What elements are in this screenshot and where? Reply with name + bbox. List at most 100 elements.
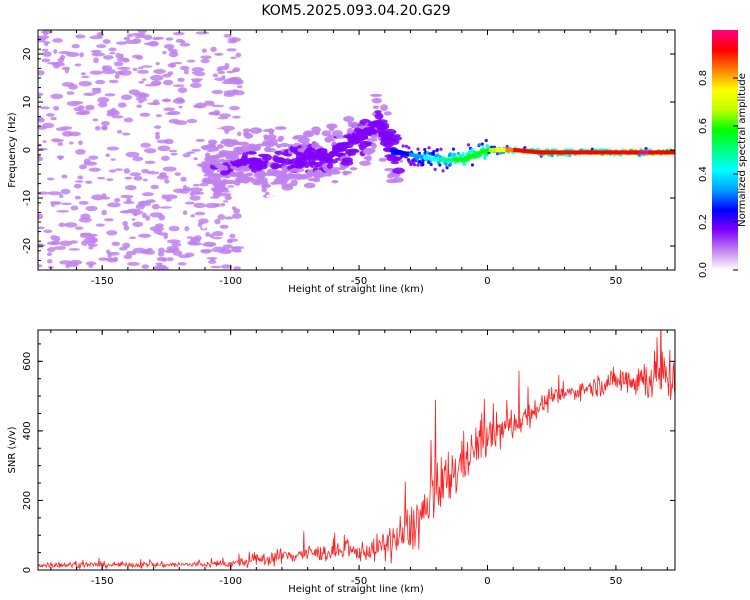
spectrogram-cell xyxy=(189,195,201,201)
spectrogram-cell xyxy=(132,156,144,162)
spectrogram-ridge-cell xyxy=(473,153,476,158)
spectrogram-cell xyxy=(590,147,594,151)
spectrogram-cell xyxy=(47,247,56,253)
spectrogram-cell xyxy=(267,134,277,140)
spectrogram-ridge-cell xyxy=(477,151,480,156)
spectrogram-cell xyxy=(150,184,159,190)
spectrogram-ridge-cell xyxy=(540,150,543,155)
spectrogram-ridge-cell xyxy=(601,150,604,155)
spectrogram-cell xyxy=(114,168,124,171)
spectrogram-cell xyxy=(374,112,384,120)
snr-ytick-label: 0 xyxy=(22,567,33,573)
spectrogram-cell xyxy=(162,73,172,78)
spectrogram-cell xyxy=(80,72,86,76)
spectrogram-cell xyxy=(114,197,121,203)
spectrogram-cell xyxy=(120,94,133,101)
spectrogram-cell xyxy=(132,247,147,254)
spectrogram-cell xyxy=(59,260,73,265)
spectrogram-cell xyxy=(122,201,135,205)
spectrogram-ridge-cell xyxy=(409,152,412,157)
spectrogram-ridge-cell xyxy=(599,150,602,155)
spectrogram-ridge-cell xyxy=(478,151,481,156)
spectrogram-cell xyxy=(190,82,202,88)
spectrogram-ridge-cell xyxy=(612,150,615,155)
spectrogram-ridge-cell xyxy=(568,150,571,155)
spectrogram-cell xyxy=(117,102,127,108)
spectrogram-cell xyxy=(134,92,147,99)
spectrogram-cell xyxy=(38,226,45,230)
spectrogram-ridge-cell xyxy=(432,156,435,161)
spectrogram-cell xyxy=(124,185,137,191)
spectrogram-cell xyxy=(205,202,219,209)
spectrogram-ridge-cell xyxy=(546,150,549,155)
spectrogram-ridge-cell xyxy=(445,157,448,162)
spectrogram-cell xyxy=(38,213,44,220)
spectrogram-cell xyxy=(108,79,119,84)
spectrogram-cell xyxy=(148,40,159,47)
spectrogram-cell xyxy=(127,261,140,266)
spectrogram-cell xyxy=(127,125,136,132)
spectrogram-cell xyxy=(162,79,174,86)
spectrogram-cell xyxy=(212,230,224,237)
spectrogram-cell xyxy=(53,49,58,54)
spectrogram-cell xyxy=(137,69,149,74)
spectrogram-cell xyxy=(135,203,145,210)
spectrogram-ridge-cell xyxy=(615,150,618,155)
spectrogram-ridge-cell xyxy=(635,150,638,155)
spectrogram-ridge-cell xyxy=(461,157,464,162)
spectrogram-cell xyxy=(102,55,114,60)
spectrogram-ridge-cell xyxy=(613,150,616,155)
spectrogram-cell xyxy=(311,126,321,134)
spectrogram-ridge-cell xyxy=(402,151,405,155)
spectrogram-cell xyxy=(212,246,226,253)
spectrogram-cell xyxy=(123,36,131,41)
spectrogram-ridge-cell xyxy=(443,157,446,162)
spectrogram-cell xyxy=(370,142,377,150)
spectrogram-ridge-cell xyxy=(393,148,396,153)
spectrogram-cell xyxy=(126,208,141,212)
spectrogram-cell xyxy=(163,43,175,49)
spectrogram-cell xyxy=(407,146,411,150)
spectrogram-cell xyxy=(107,202,121,208)
colorbar-label: Normalized spectral amplitude xyxy=(737,73,748,227)
spectrogram-ridge-cell xyxy=(605,150,608,155)
spectrogram-cell xyxy=(201,223,207,229)
spectrogram-ridge-cell xyxy=(654,150,657,155)
spectrogram-cell xyxy=(132,32,146,36)
spectrogram-cell xyxy=(237,131,242,137)
spectrogram-cell xyxy=(97,101,108,108)
spectrogram-cell xyxy=(198,218,209,224)
spectrogram-cell xyxy=(173,61,183,65)
spectrogram-cell xyxy=(137,30,147,34)
spectrogram-cell xyxy=(78,200,89,205)
spectrogram-cell xyxy=(217,70,226,75)
spectrogram-cell xyxy=(374,110,382,114)
spectrogram-cell xyxy=(135,97,148,102)
spectrogram-ridge-cell xyxy=(451,157,454,162)
spectrogram-cell xyxy=(194,211,206,216)
spectrogram-xtick-label: -150 xyxy=(91,276,114,287)
spectrogram-ridge-cell xyxy=(502,148,505,152)
spectrogram-cell xyxy=(154,125,162,129)
spectrogram-cell xyxy=(644,146,648,151)
spectrogram-ridge-cell xyxy=(405,151,408,156)
spectrogram-cell xyxy=(415,157,419,161)
spectrogram-cell xyxy=(156,139,169,144)
spectrogram-ridge-cell xyxy=(592,150,595,155)
spectrogram-ridge-cell xyxy=(511,148,514,152)
spectrogram-cell xyxy=(182,153,191,158)
spectrogram-ridge-cell xyxy=(554,150,557,155)
spectrogram-xlabel: Height of straight line (km) xyxy=(288,284,424,295)
spectrogram-ridge-cell xyxy=(524,149,527,154)
spectrogram-cell xyxy=(123,168,131,174)
spectrogram-cell xyxy=(237,141,250,146)
spectrogram-cell xyxy=(106,146,120,151)
spectrogram-cell xyxy=(192,33,200,37)
spectrogram-cell xyxy=(212,236,223,240)
spectrogram-cell xyxy=(297,136,310,144)
spectrogram-ridge-cell xyxy=(420,154,423,159)
spectrogram-cell xyxy=(207,139,218,145)
spectrogram-cell xyxy=(118,69,132,76)
spectrogram-cell xyxy=(237,85,243,89)
spectrogram-cell xyxy=(192,183,200,187)
